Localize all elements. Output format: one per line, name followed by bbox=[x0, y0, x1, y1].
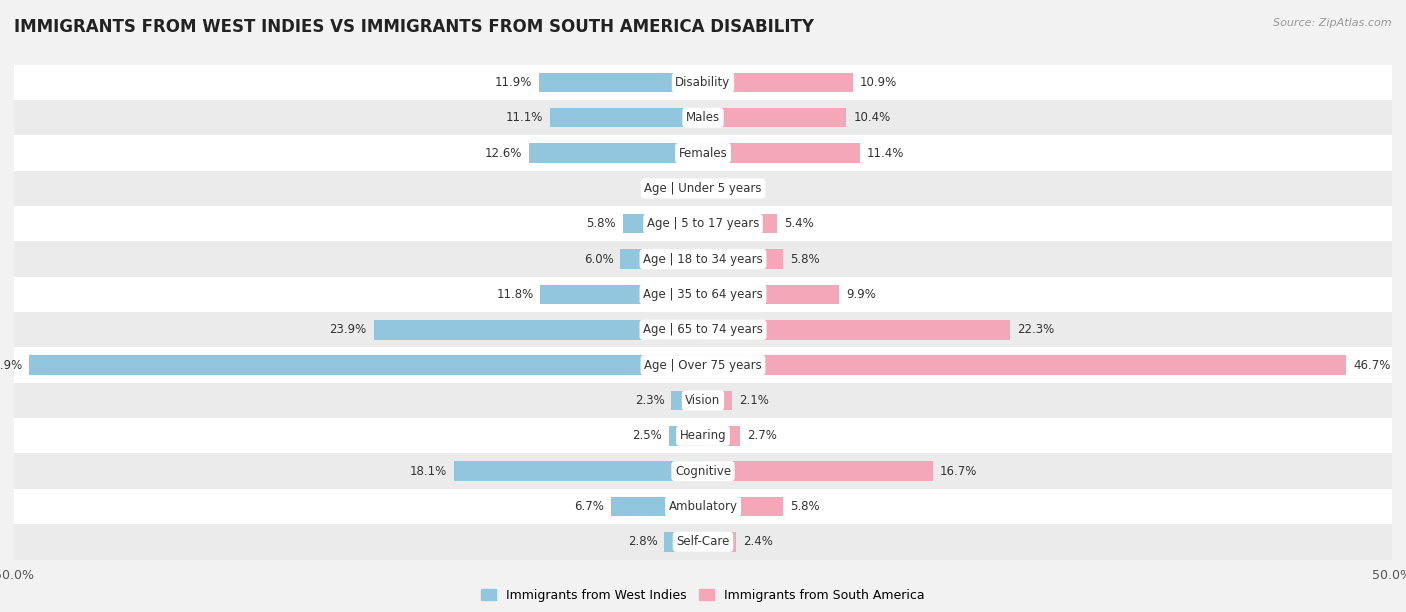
Text: 2.8%: 2.8% bbox=[628, 536, 658, 548]
Text: Source: ZipAtlas.com: Source: ZipAtlas.com bbox=[1274, 18, 1392, 28]
Text: 18.1%: 18.1% bbox=[409, 465, 447, 477]
Legend: Immigrants from West Indies, Immigrants from South America: Immigrants from West Indies, Immigrants … bbox=[477, 584, 929, 607]
Text: Age | 35 to 64 years: Age | 35 to 64 years bbox=[643, 288, 763, 301]
Bar bbox=[14, 453, 1392, 489]
Text: 2.7%: 2.7% bbox=[747, 429, 778, 442]
Text: Ambulatory: Ambulatory bbox=[668, 500, 738, 513]
Text: Cognitive: Cognitive bbox=[675, 465, 731, 477]
Bar bbox=[703, 179, 720, 198]
Text: Females: Females bbox=[679, 147, 727, 160]
Text: 11.9%: 11.9% bbox=[495, 76, 531, 89]
Bar bbox=[703, 143, 860, 163]
Bar bbox=[14, 489, 1392, 524]
Bar bbox=[14, 135, 1392, 171]
Bar bbox=[550, 108, 703, 127]
Text: 5.8%: 5.8% bbox=[790, 500, 820, 513]
Text: 5.4%: 5.4% bbox=[785, 217, 814, 230]
Bar bbox=[703, 320, 1011, 340]
Bar bbox=[703, 461, 934, 481]
Bar bbox=[703, 214, 778, 234]
Text: 10.9%: 10.9% bbox=[860, 76, 897, 89]
Text: 23.9%: 23.9% bbox=[329, 323, 367, 336]
Bar bbox=[14, 171, 1392, 206]
Bar bbox=[703, 390, 733, 410]
Bar bbox=[610, 497, 703, 516]
Text: 11.1%: 11.1% bbox=[506, 111, 543, 124]
Bar bbox=[686, 179, 703, 198]
Bar bbox=[538, 73, 703, 92]
Bar bbox=[14, 65, 1392, 100]
Bar bbox=[14, 382, 1392, 418]
Text: 46.7%: 46.7% bbox=[1354, 359, 1391, 371]
Text: Age | 5 to 17 years: Age | 5 to 17 years bbox=[647, 217, 759, 230]
Text: 2.4%: 2.4% bbox=[742, 536, 773, 548]
Bar bbox=[14, 418, 1392, 453]
Bar bbox=[703, 426, 740, 446]
Bar bbox=[14, 242, 1392, 277]
Text: Age | 65 to 74 years: Age | 65 to 74 years bbox=[643, 323, 763, 336]
Bar bbox=[14, 348, 1392, 382]
Bar bbox=[14, 206, 1392, 242]
Bar bbox=[703, 285, 839, 304]
Text: 22.3%: 22.3% bbox=[1017, 323, 1054, 336]
Bar bbox=[671, 390, 703, 410]
Text: 2.5%: 2.5% bbox=[631, 429, 662, 442]
Text: IMMIGRANTS FROM WEST INDIES VS IMMIGRANTS FROM SOUTH AMERICA DISABILITY: IMMIGRANTS FROM WEST INDIES VS IMMIGRANT… bbox=[14, 18, 814, 36]
Bar bbox=[665, 532, 703, 551]
Text: 12.6%: 12.6% bbox=[485, 147, 523, 160]
Text: 6.7%: 6.7% bbox=[574, 500, 603, 513]
Text: 9.9%: 9.9% bbox=[846, 288, 876, 301]
Bar bbox=[703, 532, 737, 551]
Bar bbox=[14, 312, 1392, 348]
Bar bbox=[14, 100, 1392, 135]
Bar bbox=[703, 356, 1347, 375]
Text: Vision: Vision bbox=[685, 394, 721, 407]
Bar bbox=[530, 143, 703, 163]
Bar bbox=[623, 214, 703, 234]
Text: 11.4%: 11.4% bbox=[868, 147, 904, 160]
Bar bbox=[669, 426, 703, 446]
Text: 5.8%: 5.8% bbox=[586, 217, 616, 230]
Text: Age | Over 75 years: Age | Over 75 years bbox=[644, 359, 762, 371]
Text: 2.1%: 2.1% bbox=[738, 394, 769, 407]
Text: Self-Care: Self-Care bbox=[676, 536, 730, 548]
Text: Age | 18 to 34 years: Age | 18 to 34 years bbox=[643, 253, 763, 266]
Bar bbox=[14, 524, 1392, 559]
Text: 6.0%: 6.0% bbox=[583, 253, 613, 266]
Text: Males: Males bbox=[686, 111, 720, 124]
Text: 16.7%: 16.7% bbox=[941, 465, 977, 477]
Text: 11.8%: 11.8% bbox=[496, 288, 533, 301]
Text: 5.8%: 5.8% bbox=[790, 253, 820, 266]
Bar bbox=[703, 73, 853, 92]
Bar bbox=[30, 356, 703, 375]
Text: Hearing: Hearing bbox=[679, 429, 727, 442]
Bar bbox=[14, 277, 1392, 312]
Bar bbox=[703, 108, 846, 127]
Text: 2.3%: 2.3% bbox=[634, 394, 665, 407]
Bar bbox=[703, 250, 783, 269]
Text: 10.4%: 10.4% bbox=[853, 111, 890, 124]
Bar bbox=[374, 320, 703, 340]
Text: 1.2%: 1.2% bbox=[650, 182, 679, 195]
Text: 48.9%: 48.9% bbox=[0, 359, 22, 371]
Bar bbox=[703, 497, 783, 516]
Bar bbox=[454, 461, 703, 481]
Text: 1.2%: 1.2% bbox=[727, 182, 756, 195]
Text: Disability: Disability bbox=[675, 76, 731, 89]
Bar bbox=[540, 285, 703, 304]
Text: Age | Under 5 years: Age | Under 5 years bbox=[644, 182, 762, 195]
Bar bbox=[620, 250, 703, 269]
